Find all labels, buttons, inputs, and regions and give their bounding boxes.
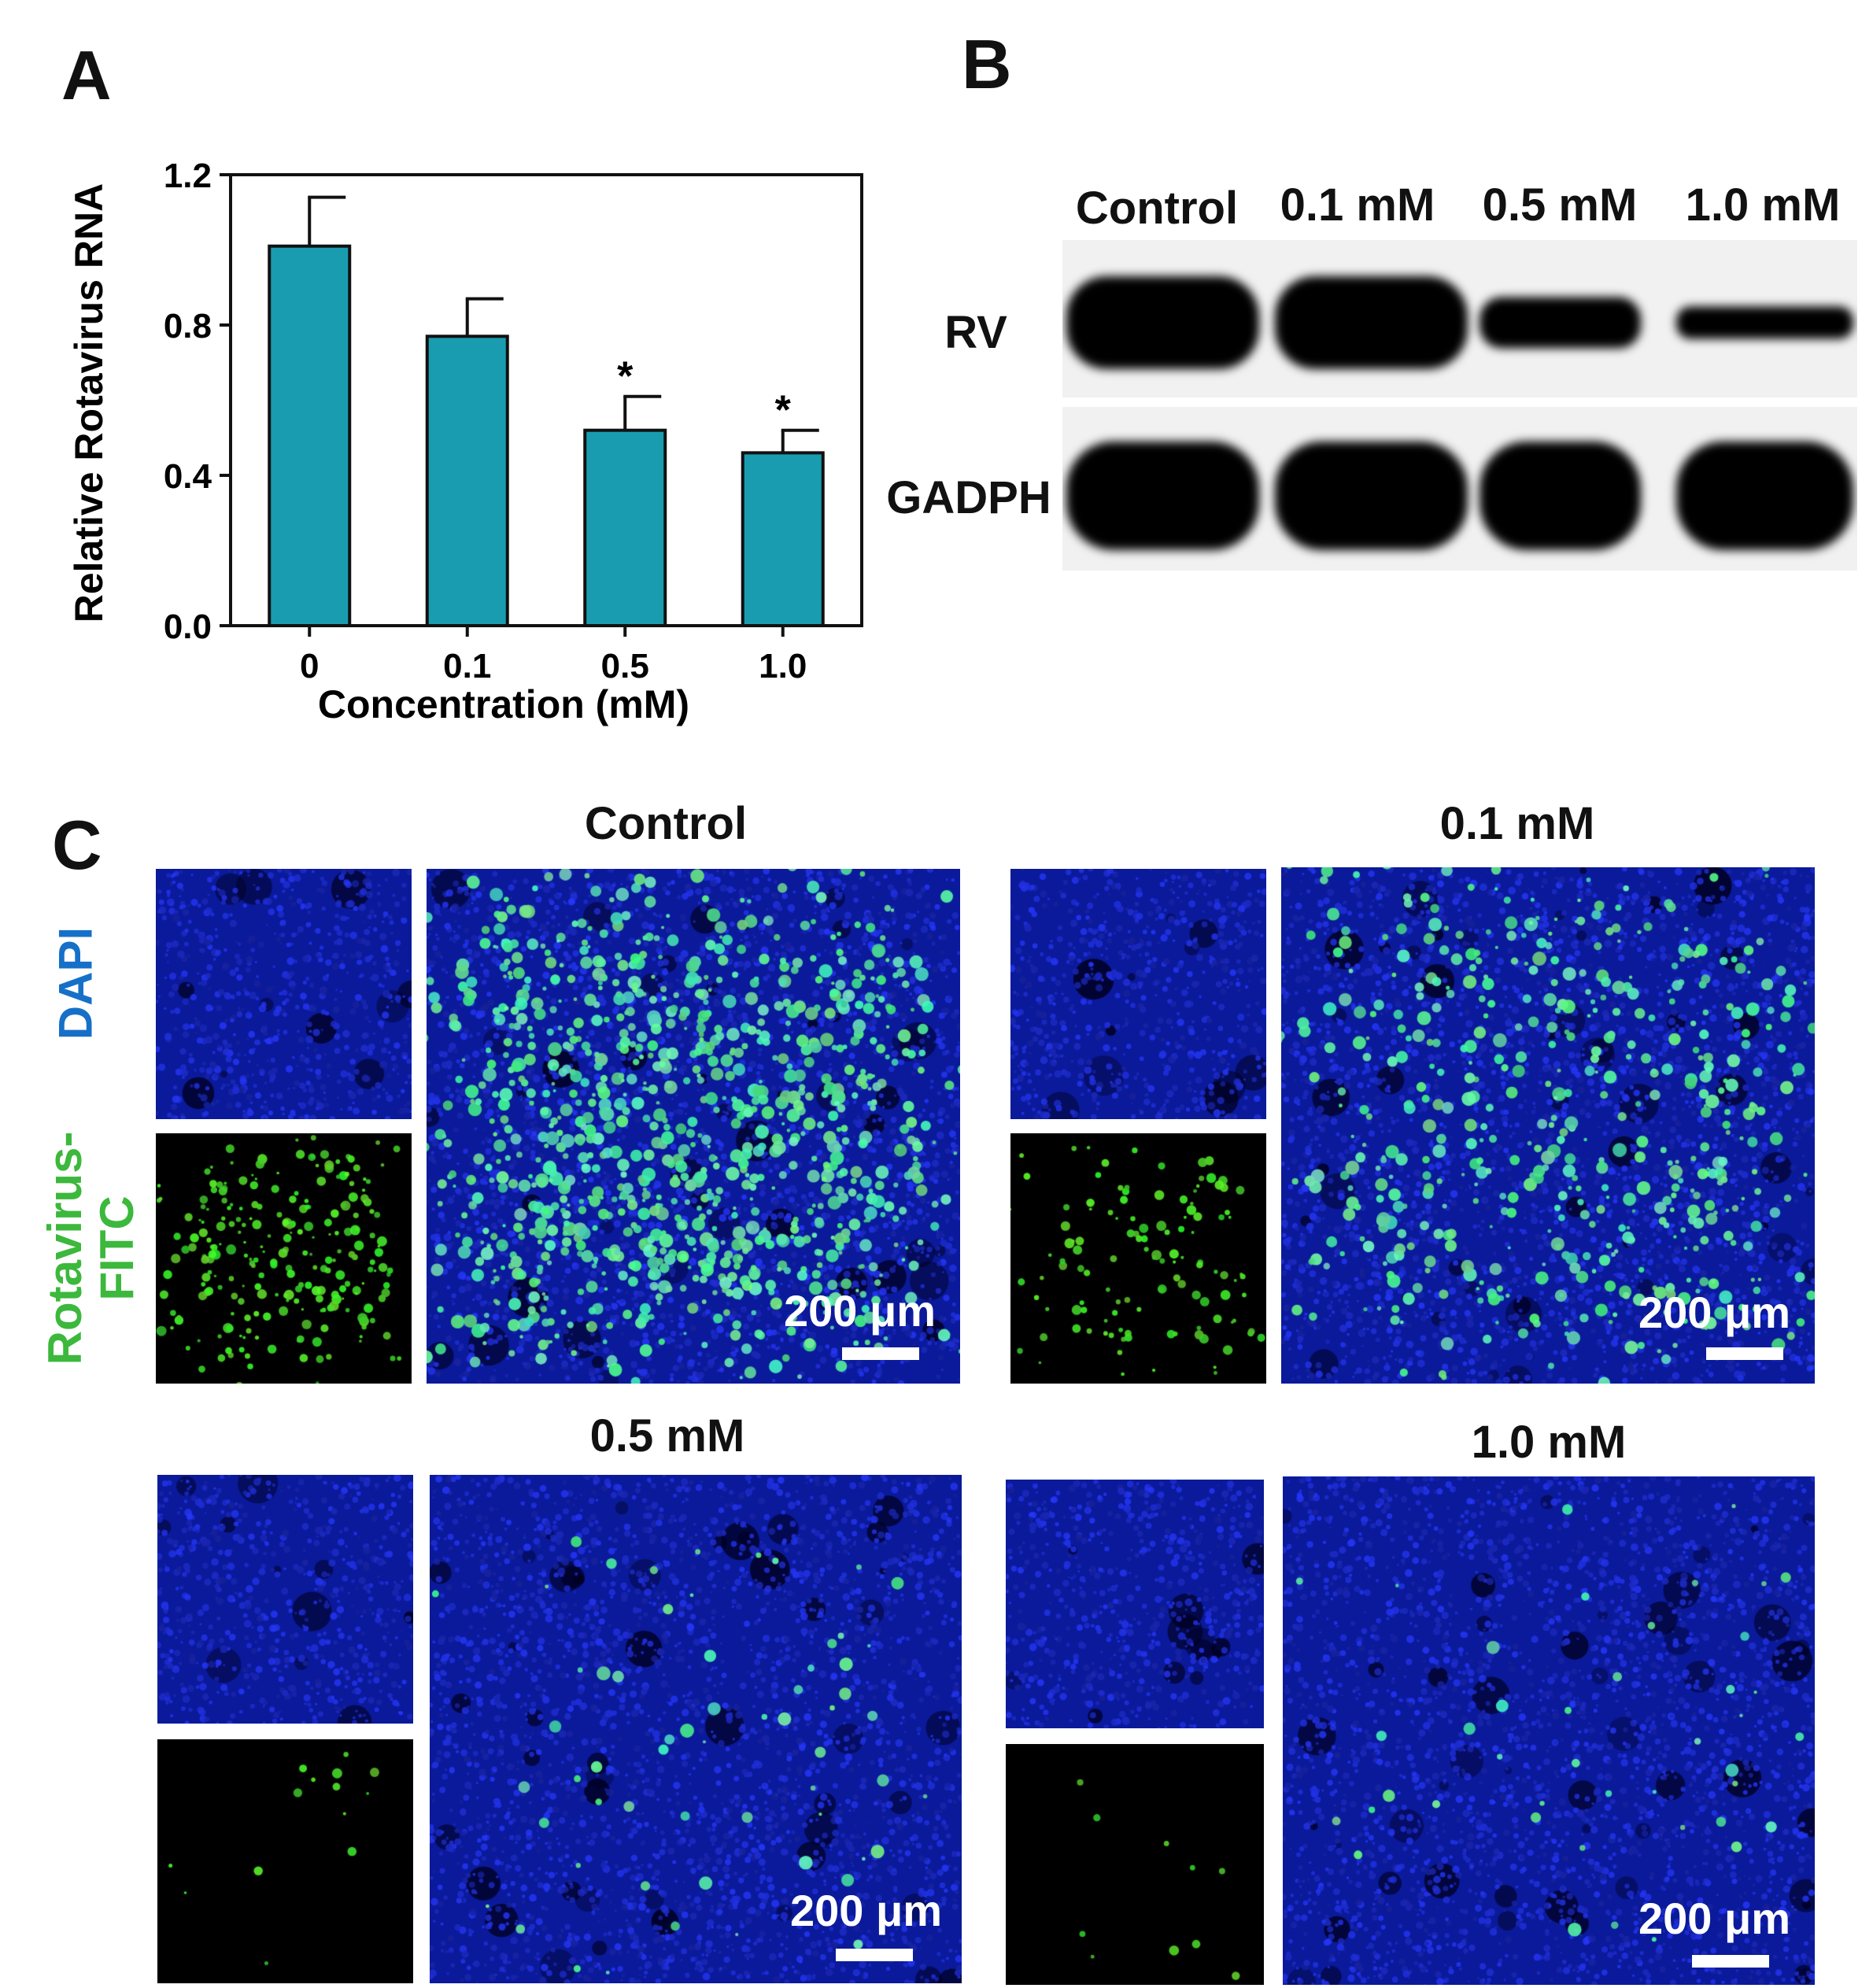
y-tick-label-0.8: 0.8 [164, 307, 212, 345]
bar-1.0 [741, 451, 825, 627]
significance-mark-0.5: * [617, 354, 634, 400]
bar-0 [268, 244, 352, 627]
y-tick-label-1.2: 1.2 [164, 157, 212, 195]
dapi-thumbnail-control [156, 869, 412, 1119]
blot-row-label-gadph: GADPH [886, 472, 1051, 523]
x-tick-label-0: 0 [300, 647, 319, 685]
y-tick-label-0.4: 0.4 [164, 457, 212, 496]
fitc-thumbnail-0.5mm [157, 1739, 413, 1983]
blot-lane-label-0.5mm: 0.5 mM [1482, 179, 1638, 231]
x-axis-label: Concentration (mM) [318, 682, 689, 726]
x-tick-label-1.0: 1.0 [759, 647, 807, 685]
scale-label-1.0mm: 200 μm [1638, 1894, 1791, 1943]
y-tick-label-0.0: 0.0 [164, 608, 212, 646]
group-title-0.5mm: 0.5 mM [589, 1410, 745, 1461]
blot-band-rv-0 [1066, 276, 1259, 369]
blot-band-rv-2 [1480, 297, 1641, 349]
blot-band-gadph-2 [1480, 442, 1641, 550]
scale-label-0.1mm: 200 μm [1638, 1288, 1791, 1337]
scale-label-control: 200 μm [784, 1286, 936, 1336]
group-title-0.1mm: 0.1 mM [1439, 798, 1595, 849]
blot-band-gadph-0 [1066, 442, 1259, 550]
scale-label-0.5mm: 200 μm [790, 1886, 943, 1935]
merged-image-1.0mm [1283, 1476, 1815, 1985]
x-tick-label-0.1: 0.1 [443, 647, 491, 685]
group-title-control: Control [584, 798, 748, 849]
significance-mark-1.0: * [775, 388, 792, 434]
plot-frame [229, 173, 863, 627]
bar-0.1 [425, 334, 509, 627]
dapi-thumbnail-0.5mm [157, 1475, 413, 1724]
blot-lane-label-1.0mm: 1.0 mM [1685, 179, 1841, 231]
dapi-thumbnail-0.1mm [1010, 869, 1266, 1119]
dapi-thumbnail-1.0mm [1006, 1480, 1264, 1728]
group-title-1.0mm: 1.0 mM [1471, 1417, 1627, 1468]
scale-bar-1.0mm [1692, 1955, 1769, 1968]
fitc-thumbnail-1.0mm [1006, 1744, 1264, 1985]
blot-lane-label-0.1mm: 0.1 mM [1280, 179, 1435, 231]
scale-bar-control [842, 1347, 919, 1360]
y-axis-label: Relative Rotavirus RNA [67, 183, 111, 623]
blot-band-rv-1 [1275, 276, 1468, 369]
merged-image-0.5mm [430, 1475, 962, 1983]
panel-label-b: B [962, 25, 1012, 103]
scale-bar-0.5mm [836, 1949, 913, 1961]
bar-chart: * * 0.0 0.4 0.8 1.2 0 0.1 0.5 1.0 Concentration… [67, 157, 863, 726]
blot-lane-label-control: Control [1075, 183, 1239, 234]
merged-image-control [427, 869, 960, 1384]
fitc-thumbnail-control [156, 1133, 412, 1384]
blot-band-rv-3 [1676, 306, 1853, 339]
panel-label-a: A [61, 36, 112, 114]
merged-image-0.1mm [1281, 867, 1815, 1384]
blot-band-gadph-3 [1676, 442, 1853, 550]
blot-row-label-rv: RV [944, 307, 1007, 358]
fitc-thumbnail-0.1mm [1010, 1133, 1266, 1384]
bar-0.5 [583, 428, 667, 628]
western-blot-image [1062, 240, 1857, 571]
blot-band-gadph-1 [1275, 442, 1468, 550]
scale-bar-0.1mm [1706, 1347, 1783, 1360]
panel-label-c: C [52, 806, 102, 884]
x-tick-label-0.5: 0.5 [601, 647, 649, 685]
